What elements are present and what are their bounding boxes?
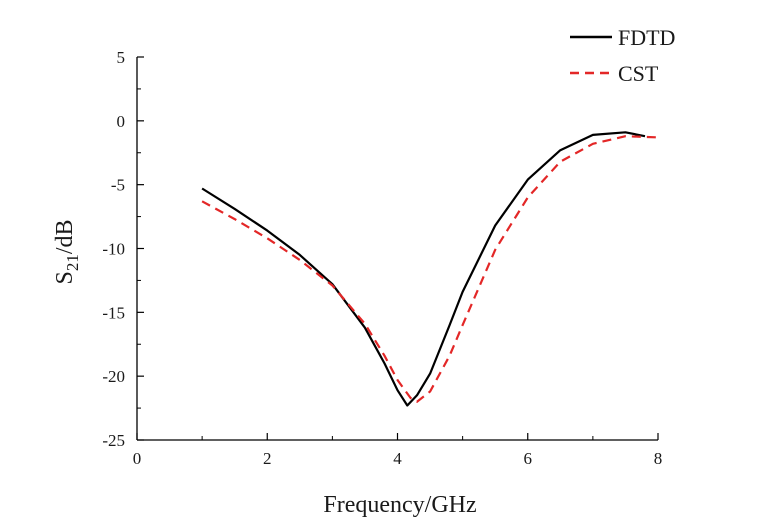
- series-line-cst: [201, 135, 659, 403]
- series-line-fdtd: [201, 131, 646, 407]
- y-axis-title: S21/dB: [52, 219, 82, 284]
- y-tick-label: 5: [117, 48, 126, 67]
- x-tick-label: 8: [654, 449, 663, 468]
- x-tick-label: 6: [524, 449, 533, 468]
- y-axis-title-base: S: [52, 271, 78, 284]
- y-tick-label: -25: [102, 431, 125, 450]
- x-axis: 0 2 4 6 8: [133, 433, 663, 468]
- y-tick-label: 0: [117, 112, 126, 131]
- x-axis-title: Frequency/GHz: [323, 492, 476, 518]
- x-tick-label: 2: [263, 449, 272, 468]
- legend-label-cst: CST: [618, 61, 659, 86]
- y-tick-label: -10: [102, 240, 125, 259]
- legend: FDTD CST: [570, 25, 675, 86]
- y-axis-title-subscript: 21: [63, 254, 82, 271]
- legend-label-fdtd: FDTD: [618, 25, 675, 50]
- x-tick-label: 0: [133, 449, 142, 468]
- y-tick-label: -20: [102, 367, 125, 386]
- y-tick-label: -15: [102, 303, 125, 322]
- y-tick-label: -5: [111, 176, 125, 195]
- x-tick-label: 4: [393, 449, 402, 468]
- series-layer: [201, 131, 659, 407]
- plot-frame: [136, 57, 658, 441]
- y-axis: 5 0 -5 -10 -15 -20 -25: [102, 48, 144, 450]
- y-axis-title-rest: /dB: [52, 219, 78, 254]
